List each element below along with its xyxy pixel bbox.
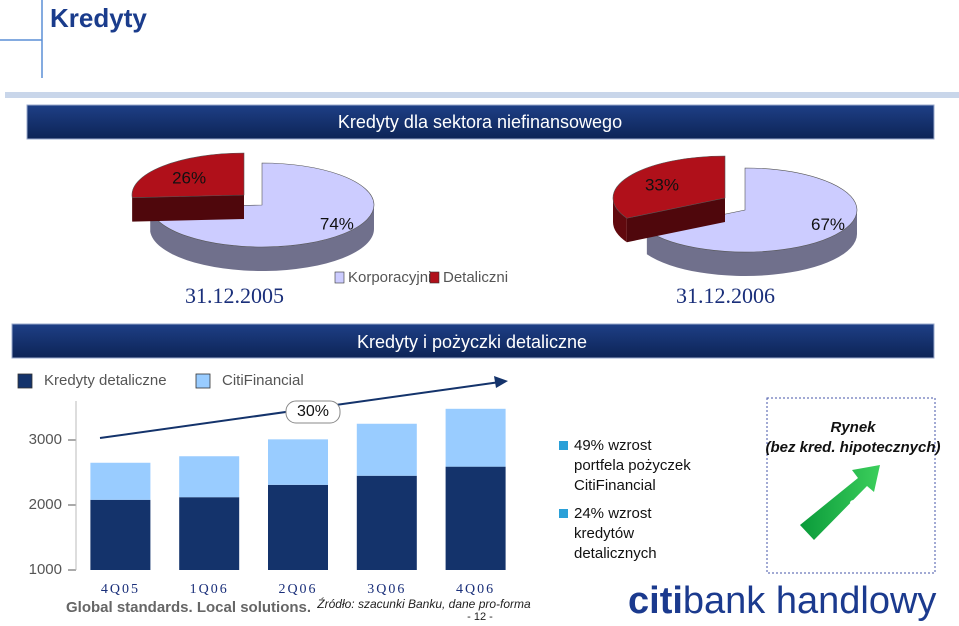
- market-title-1: Rynek: [830, 419, 876, 436]
- x-tick-label: 3Q06: [367, 582, 406, 597]
- bar-segment: [179, 456, 239, 497]
- source: Źródło: szacunki Banku, dane pro-forma: [316, 596, 531, 611]
- legend-swatch: [335, 272, 344, 283]
- x-tick-label: 4Q06: [456, 582, 495, 597]
- legend-label: CitiFinancial: [222, 372, 304, 389]
- slogan: Global standards. Local solutions.: [66, 599, 311, 616]
- pie-value-label: 26%: [172, 169, 206, 188]
- legend-label: Detaliczni: [443, 269, 508, 286]
- bar-segment: [268, 485, 328, 570]
- arrow-label: 22%: [849, 496, 883, 515]
- market-title: Rynek (bez kred. hipotecznych): [765, 419, 940, 456]
- logo-citi: citi: [628, 580, 683, 621]
- banner-text: Kredyty i pożyczki detaliczne: [357, 332, 587, 352]
- bullet-marker: [559, 441, 568, 450]
- annotation: 30%: [297, 403, 329, 420]
- legend-swatch: [196, 374, 210, 388]
- page-number: - 12 -: [467, 611, 493, 621]
- trend-arrowhead: [494, 376, 508, 388]
- bar-segment: [268, 439, 328, 485]
- bar-segment: [179, 497, 239, 570]
- logo: citibank handlowy: [628, 580, 936, 621]
- bar-segment: [446, 467, 506, 570]
- y-tick-label: 3000: [29, 431, 62, 448]
- banner-text: Kredyty dla sektora niefinansowego: [338, 112, 622, 132]
- pie-date: 31.12.2006: [676, 283, 775, 308]
- pie-date: 31.12.2005: [185, 283, 284, 308]
- pie-value-label: 33%: [645, 176, 679, 195]
- logo-rest: bank handlowy: [683, 580, 937, 621]
- legend-label: Korporacyjni: [348, 269, 431, 286]
- bar-segment: [357, 476, 417, 570]
- bar-segment: [90, 463, 150, 500]
- bar-segment: [357, 424, 417, 476]
- x-tick-label: 4Q05: [101, 582, 140, 597]
- x-tick-label: 1Q06: [190, 582, 229, 597]
- y-tick-label: 2000: [29, 496, 62, 513]
- bullet-marker: [559, 509, 568, 518]
- y-tick-label: 1000: [29, 561, 62, 578]
- legend-swatch: [18, 374, 32, 388]
- legend-label: Kredyty detaliczne: [44, 372, 167, 389]
- market-title-2: (bez kred. hipotecznych): [765, 439, 940, 456]
- x-tick-label: 2Q06: [278, 582, 317, 597]
- page-title: Kredyty: [50, 3, 147, 33]
- pie-side: [132, 195, 244, 222]
- legend-swatch: [430, 272, 439, 283]
- pie-value-label: 67%: [811, 215, 845, 234]
- pie-value-label: 74%: [320, 214, 354, 233]
- bar-segment: [446, 409, 506, 467]
- divider: [5, 92, 959, 98]
- bar-segment: [90, 500, 150, 570]
